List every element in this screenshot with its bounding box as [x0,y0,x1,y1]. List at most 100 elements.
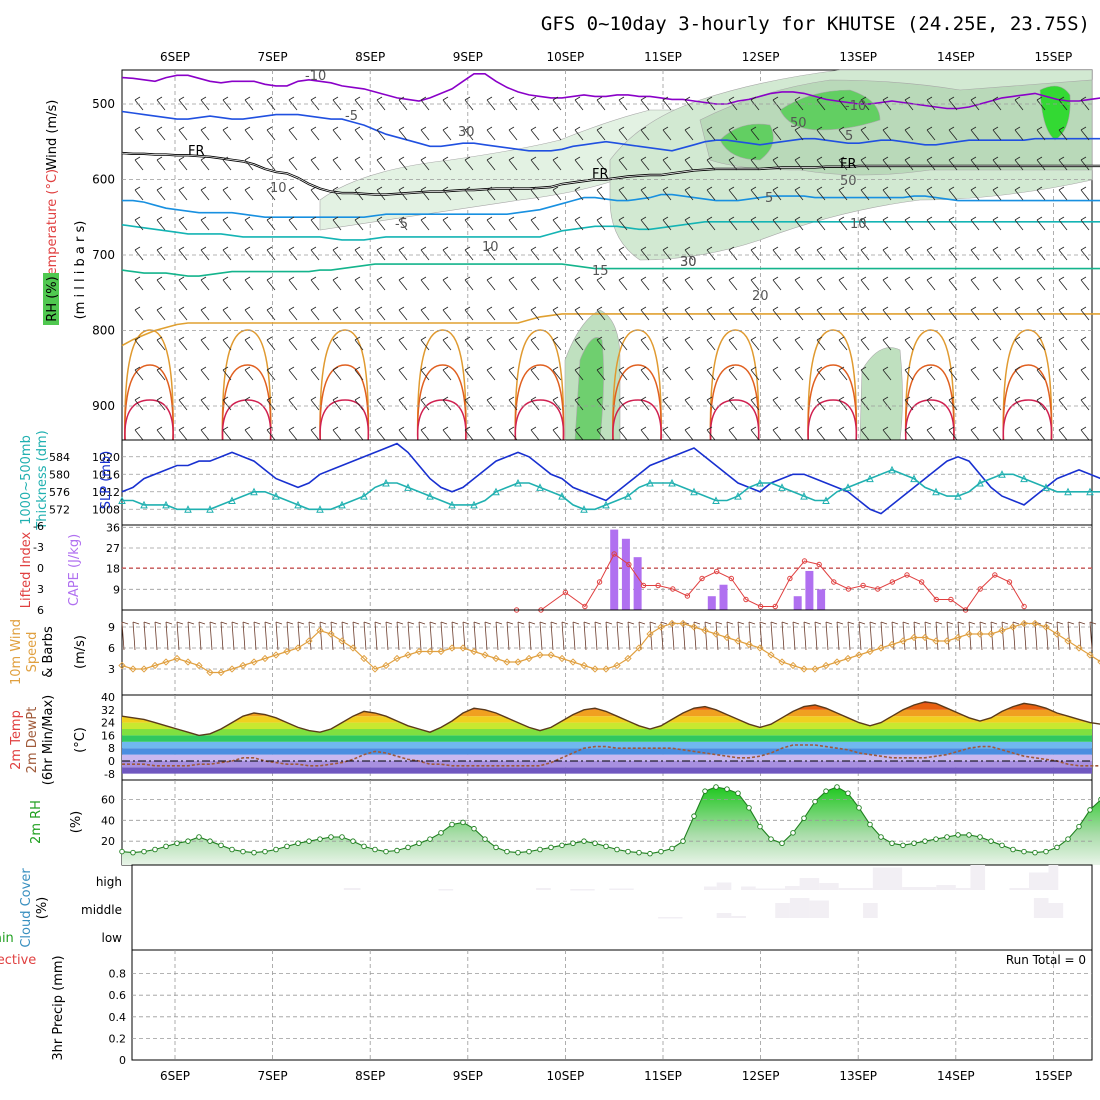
wind-barb-icon [948,306,958,321]
isotherm-line [121,263,1100,277]
wind-barb-icon [486,216,496,231]
wind-barb-icon [640,156,650,171]
wind-barb-icon [574,306,584,321]
surface-barb-icon [352,621,360,651]
wind-barb-icon [618,306,628,321]
surface-barb-icon [858,621,866,651]
surface-barb-icon [880,621,888,651]
wind-barb-icon [376,396,386,411]
wind-barb-icon [794,336,804,351]
wind-barb-icon [618,276,628,291]
rh-ylabels: 2m RH (%) [29,800,84,844]
rh-marker [1054,844,1060,851]
wind-barb-icon [970,246,980,261]
wind-barb-icon [1036,96,1046,111]
wind-barb-icon [640,186,650,201]
wind-barb-icon [728,336,738,351]
wind-speed-marker [239,661,247,670]
wind-barb-icon [640,246,650,261]
wind-barb-icon [332,426,342,441]
warm-contour [416,364,467,441]
temperature-band [122,716,1092,723]
wind-barb-icon [772,396,782,411]
wind-barb-icon [398,216,408,231]
thickness-marker [184,505,192,513]
wind-barb-icon [332,96,342,111]
wind-barb-icon [904,306,914,321]
wind-barb-icon [398,426,408,441]
wind-barb-icon [442,126,452,141]
wind-barb-icon [178,216,188,231]
precip-tick-label: 0 [119,1054,126,1067]
surface-barb-icon [1001,621,1009,651]
isotherm-line [121,110,1100,152]
wind-barb-icon [970,276,980,291]
wind-barb-icon [1080,156,1090,171]
wind-speed-marker [921,633,929,642]
wind-barb-icon [134,156,144,171]
wind-barb-icon [398,126,408,141]
wind-barb-icon [420,186,430,201]
wind-speed-marker [525,654,533,663]
wind-barb-icon [750,396,760,411]
contour-label: 30 [458,125,475,140]
cloud-ylabels: Cloud Cover (%) [19,868,50,948]
contour-label: 20 [752,289,769,304]
surface-barb-icon [605,621,613,651]
top-date-label: 9SEP [453,50,483,64]
thickness-marker [206,505,214,513]
wind-barb-icon [398,366,408,381]
wind-barb-icon [838,126,848,141]
wind-barb-icon [222,426,232,441]
surface-barb-icon [495,621,503,651]
wind-barb-icon [288,156,298,171]
isotherm-line-inner [121,152,1100,195]
rh-marker [856,805,862,811]
wind-barb-icon [1058,96,1068,111]
lifted-index-marker [626,561,632,568]
wind-speed-marker [987,630,995,638]
wind-barb-icon [1014,426,1024,441]
wind-speed-marker [734,637,742,645]
wind-barb-icon [596,156,606,171]
wind-barb-icon [552,426,562,441]
wind-barb-icon [222,276,232,291]
rh-marker [680,838,686,844]
surface-barb-icon [792,621,800,651]
cape-bar [805,570,814,610]
thickness-marker [448,500,456,509]
wind-barb-icon [816,186,826,201]
rh-marker [361,843,367,850]
rh-marker [405,844,411,851]
wind-barb-icon [816,306,826,321]
wind-barb-icon [948,216,958,231]
wind-barb-icon [706,276,716,291]
wind-barb-icon [794,96,804,111]
wind-barb-icon [816,336,826,351]
wind-speed-marker [536,651,544,659]
contour-label: FR [840,157,857,172]
wind-speed-marker [756,644,764,652]
wind-barb-icon [882,156,892,171]
wind-barb-icon [552,366,562,381]
wind-barb-icon [376,246,386,261]
thickness-marker [954,492,962,500]
thickness-marker [910,474,918,483]
rh-marker [1010,846,1016,853]
wind-barb-icon [662,306,672,321]
wind-barb-icon [442,366,452,381]
wind-speed-marker [800,665,808,673]
cape-label: CAPE (J/kg) [67,534,82,606]
wind-barb-icon [816,396,826,411]
wind-speed-marker [294,644,302,652]
rh-tick-label: 60 [101,794,115,807]
wind-barb-icon [420,336,430,351]
lifted-index-marker [713,568,720,575]
wind-speed-marker [470,647,478,656]
wind-speed-marker [569,658,577,666]
wind-barb-icon [992,366,1002,381]
wind-speed-marker [602,665,610,673]
wind-speed-marker [866,647,874,656]
rh-marker [240,848,246,855]
